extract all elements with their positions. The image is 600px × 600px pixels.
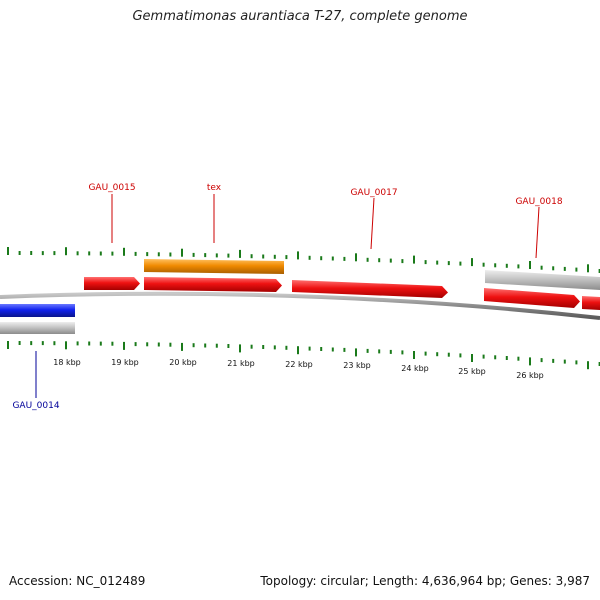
gene-feature-tex-highlight[interactable] [144,259,284,274]
gene-label-tex[interactable]: tex [207,183,222,193]
tick-row-top [7,247,600,273]
gene-feature-gau-0018[interactable] [484,288,580,308]
gene-feature-gau-0017[interactable] [292,280,448,298]
gene-feature[interactable] [582,296,600,310]
gray-feature[interactable] [0,322,75,334]
gene-label-gau-0015[interactable]: GAU_0015 [88,183,135,193]
genome-summary-text: Topology: circular; Length: 4,636,964 bp… [260,574,590,588]
scale-label: 24 kbp [401,364,429,373]
gene-label-gau-0014[interactable]: GAU_0014 [12,401,59,411]
scale-label: 26 kbp [516,371,544,380]
scale-label: 23 kbp [343,361,371,370]
gene-feature-gau-0014[interactable] [0,304,75,317]
scale-label: 18 kbp [53,358,81,367]
genome-title: Gemmatimonas aurantiaca T-27, complete g… [132,9,468,24]
accession-text: Accession: NC_012489 [9,574,146,588]
gene-label-gau-0018[interactable]: GAU_0018 [515,197,562,207]
gene-feature-tex[interactable] [144,277,282,292]
dna-backbone [0,291,600,320]
gene-label-gau-0017[interactable]: GAU_0017 [350,188,397,198]
scale-label: 25 kbp [458,367,486,376]
scale-label: 19 kbp [111,358,139,367]
scale-label: 21 kbp [227,359,255,368]
gene-feature[interactable] [84,277,140,290]
gray-feature-gau-0018[interactable] [485,270,600,290]
leader-line [535,206,540,259]
tick-row-bottom [7,341,600,370]
leader-line [370,197,375,250]
scale-label: 22 kbp [285,360,313,369]
scale-label: 20 kbp [169,358,197,367]
